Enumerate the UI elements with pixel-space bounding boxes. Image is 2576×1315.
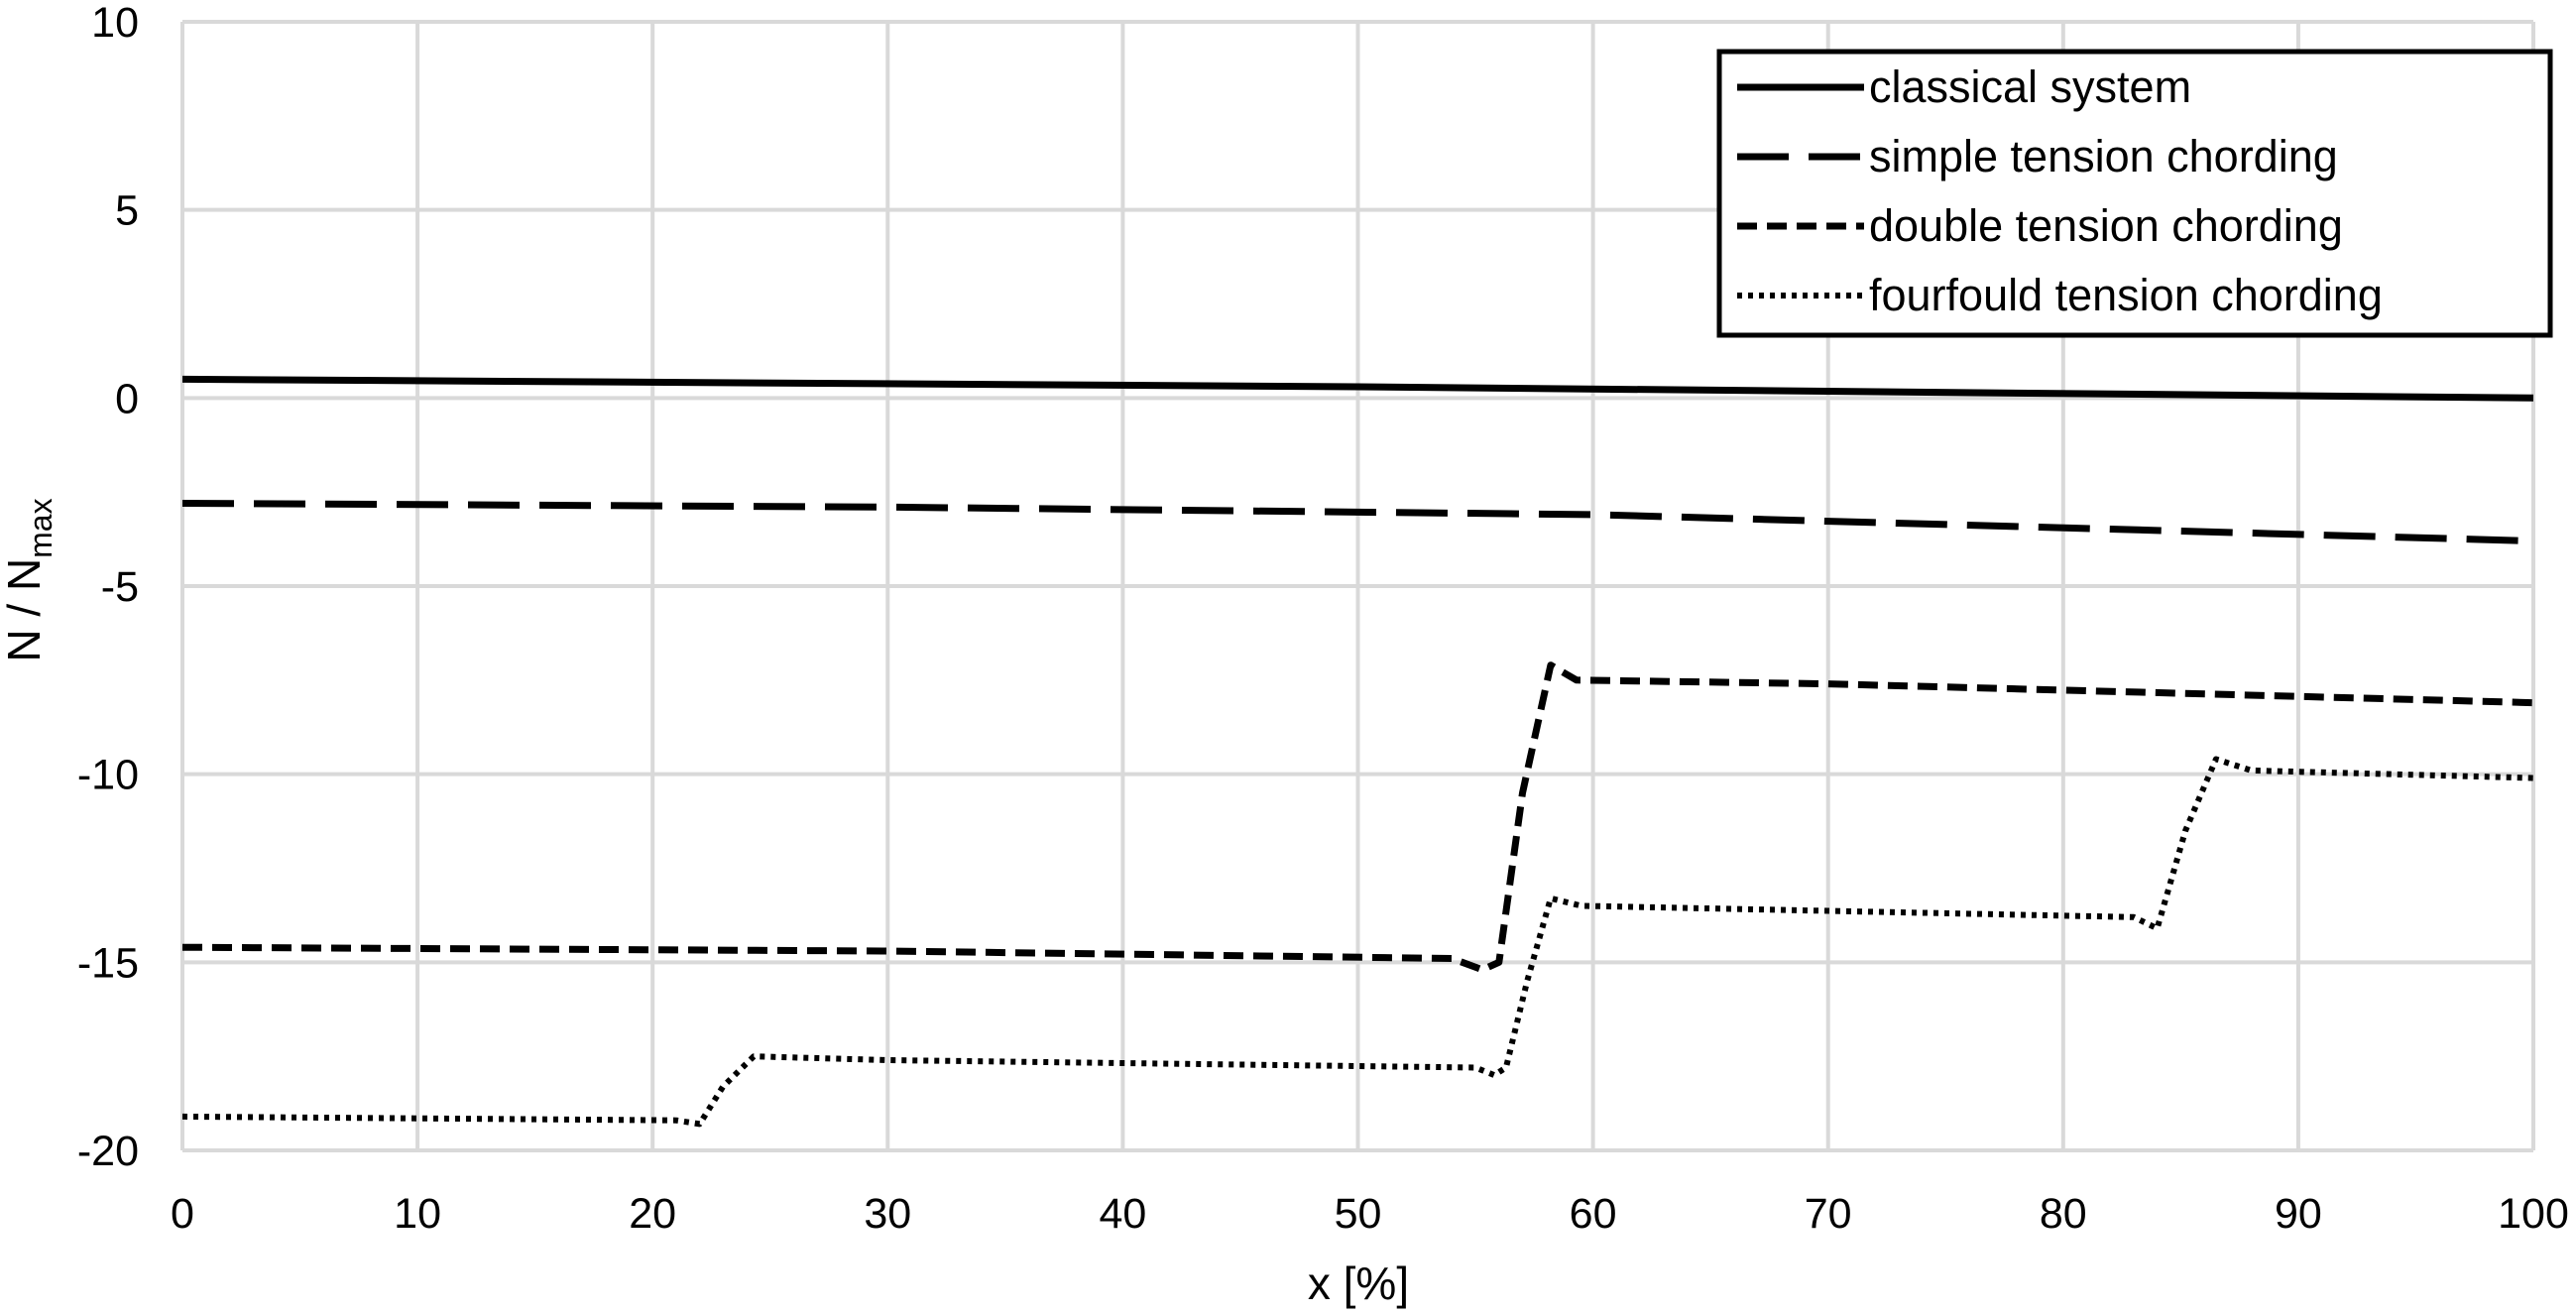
x-tick-label: 70 xyxy=(1805,1190,1852,1238)
y-tick-label: -10 xyxy=(77,752,139,799)
x-tick-label: 20 xyxy=(629,1190,676,1238)
legend-label-fourfould-tension-chording: fourfould tension chording xyxy=(1869,270,2383,320)
x-tick-label: 100 xyxy=(2498,1190,2569,1238)
series-line-simple-tension-chording xyxy=(181,500,2534,544)
series-line-double-tension-chording xyxy=(181,661,2534,974)
x-tick-label: 50 xyxy=(1335,1190,1382,1238)
legend-label-classical-system: classical system xyxy=(1869,61,2191,112)
x-tick-label: 40 xyxy=(1099,1190,1146,1238)
x-tick-label: 90 xyxy=(2275,1190,2322,1238)
x-tick-label: 10 xyxy=(394,1190,441,1238)
x-tick-labels: 0 10 20 30 40 50 60 70 80 90 100 xyxy=(171,1190,2569,1238)
x-tick-label: 0 xyxy=(171,1190,194,1238)
x-tick-label: 60 xyxy=(1570,1190,1617,1238)
y-tick-label: -5 xyxy=(101,563,139,611)
series-line-classical-system xyxy=(181,375,2534,402)
series-lines xyxy=(181,375,2534,1128)
y-tick-label: 0 xyxy=(115,375,139,422)
y-tick-labels: 10 5 0 -5 -10 -15 -20 xyxy=(77,0,139,1175)
legend-box xyxy=(1716,49,2553,338)
y-axis-title: N / Nmax xyxy=(0,498,59,661)
y-tick-label: -15 xyxy=(77,939,139,987)
x-tick-label: 80 xyxy=(2040,1190,2087,1238)
y-tick-label: -20 xyxy=(77,1128,139,1175)
x-tick-label: 30 xyxy=(864,1190,911,1238)
legend-label-simple-tension-chording: simple tension chording xyxy=(1869,131,2338,181)
y-axis-title-main: N / N xyxy=(0,558,50,662)
y-tick-label: 10 xyxy=(91,0,139,47)
legend: classical system simple tension chording d… xyxy=(1716,49,2553,338)
legend-label-double-tension-chording: double tension chording xyxy=(1869,200,2343,251)
series-line-fourfould-tension-chording xyxy=(181,756,2534,1128)
x-axis-title: x [%] xyxy=(1308,1257,1409,1309)
y-tick-label: 5 xyxy=(115,187,139,235)
y-axis-title-subscript: max xyxy=(23,498,59,557)
